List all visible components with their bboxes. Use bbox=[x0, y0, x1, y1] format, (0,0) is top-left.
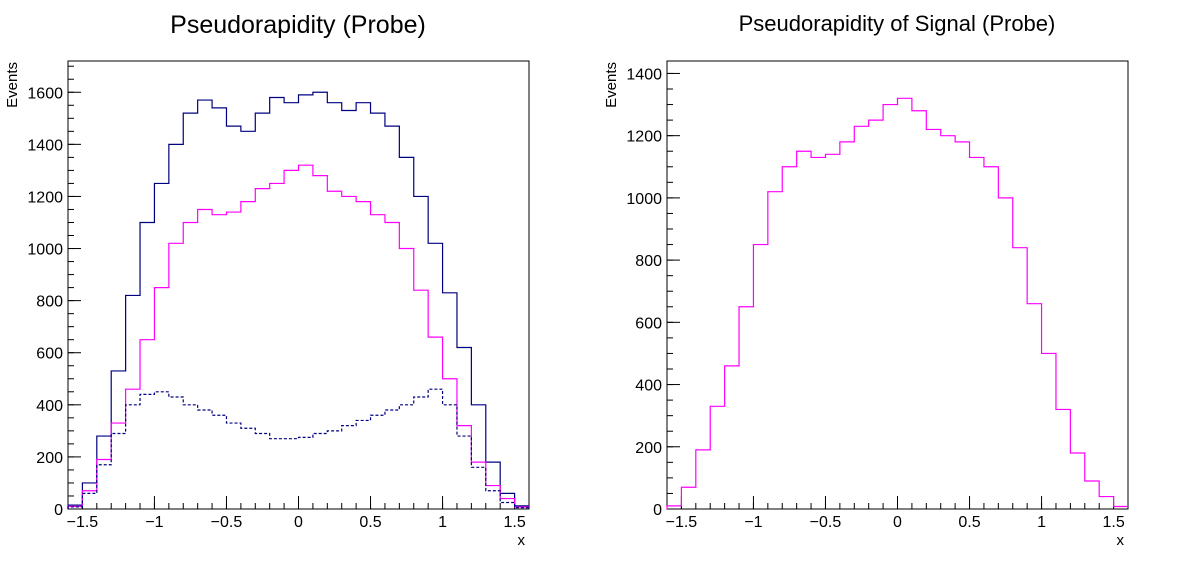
tick-group: −1.5 −1 −0.5 0 0.5 1 1.5 0 200 400 600 800 1000 1200 1… bbox=[27, 65, 530, 531]
x-axis-title: x bbox=[1117, 532, 1125, 549]
x-tick-label: −1 bbox=[744, 514, 762, 531]
y-tick-label: 0 bbox=[54, 502, 63, 519]
x-tick-label: 0 bbox=[294, 514, 303, 531]
x-axis-title: x bbox=[518, 532, 526, 549]
y-axis-title: Events bbox=[603, 62, 620, 108]
x-tick-label: −1.5 bbox=[67, 514, 99, 531]
y-tick-label: 200 bbox=[635, 440, 662, 457]
y-tick-label: 600 bbox=[635, 315, 662, 332]
tick-group: −1.5 −1 −0.5 0 0.5 1 1.5 0 200 400 600 800 1000 1200 1… bbox=[626, 66, 1129, 531]
x-tick-label: 1 bbox=[438, 514, 447, 531]
y-tick-label: 800 bbox=[36, 294, 63, 311]
series-line bbox=[666, 97, 1128, 509]
y-tick-label: 0 bbox=[653, 502, 662, 519]
x-tick-label: −1 bbox=[145, 514, 163, 531]
x-tick-label: −0.5 bbox=[211, 514, 243, 531]
chart-left-svg: Pseudorapidity (Probe) −1.5 −1 −0.5 0 0.5 1 1.… bbox=[4, 11, 530, 549]
y-tick-label: 1200 bbox=[27, 189, 63, 206]
y-tick-label: 400 bbox=[635, 378, 662, 395]
x-tick-label: 0.5 bbox=[359, 514, 381, 531]
chart-panel-left: Pseudorapidity (Probe) −1.5 −1 −0.5 0 0.5 1 1.… bbox=[4, 11, 530, 549]
chart-title: Pseudorapidity of Signal (Probe) bbox=[739, 11, 1056, 36]
x-tick-label: 0 bbox=[893, 514, 902, 531]
series-group bbox=[666, 97, 1128, 509]
series-line bbox=[67, 164, 529, 509]
x-tick-label: −1.5 bbox=[666, 514, 698, 531]
x-tick-label: 0.5 bbox=[958, 514, 980, 531]
y-tick-label: 400 bbox=[36, 398, 63, 415]
y-tick-label: 200 bbox=[36, 450, 63, 467]
plot-frame bbox=[67, 60, 530, 510]
series-line bbox=[67, 91, 529, 509]
chart-right-svg: Pseudorapidity of Signal (Probe) −1.5 −1−… bbox=[603, 11, 1129, 549]
y-tick-label: 1400 bbox=[626, 66, 662, 83]
x-tick-label: 1.5 bbox=[503, 514, 525, 531]
y-tick-label: 1600 bbox=[27, 85, 63, 102]
x-tick-label: 1 bbox=[1037, 514, 1046, 531]
y-tick-label: 1200 bbox=[626, 129, 662, 146]
y-tick-label: 600 bbox=[36, 346, 63, 363]
chart-panel-right: Pseudorapidity of Signal (Probe) −1.5 −1−… bbox=[599, 0, 1198, 571]
y-tick-label: 1400 bbox=[27, 137, 63, 154]
series-line bbox=[67, 388, 529, 509]
series-group bbox=[67, 91, 529, 509]
y-tick-label: 800 bbox=[635, 253, 662, 270]
chart-title: Pseudorapidity (Probe) bbox=[170, 11, 426, 39]
plot-frame bbox=[666, 60, 1129, 510]
y-tick-label: 1000 bbox=[27, 242, 63, 259]
y-tick-label: 1000 bbox=[626, 191, 662, 208]
x-tick-label: 1.5 bbox=[1102, 514, 1124, 531]
y-axis-title: Events bbox=[4, 62, 21, 108]
x-tick-label: −0.5 bbox=[810, 514, 842, 531]
